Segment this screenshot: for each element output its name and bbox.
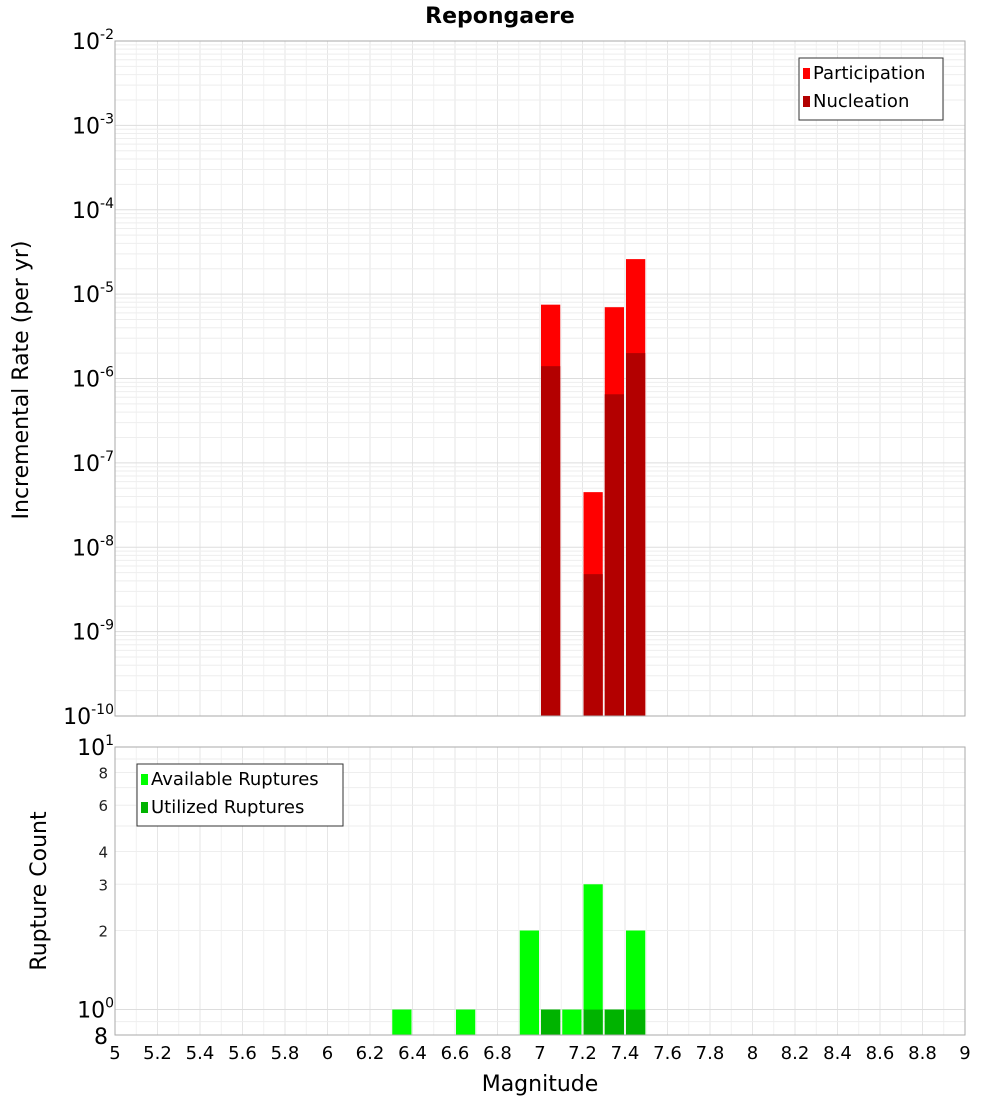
x-tick-label: 5.8 [271,1043,300,1064]
top-legend-box [798,57,944,121]
rate-b-bar [541,366,561,716]
count-b-bar [583,1009,603,1035]
count-a-bar [583,884,603,1035]
count-b-bar [604,1009,624,1035]
x-tick-label: 8.2 [781,1043,810,1064]
x-tick-label: 7.4 [611,1043,640,1064]
chart-title: Repongaere [425,4,575,29]
x-tick-label: 7.2 [568,1043,597,1064]
bottom-y-minor-tick-label: 8 [98,764,108,782]
bottom-y-axis-title: Rupture Count [27,811,52,971]
x-tick-label: 5.6 [228,1043,257,1064]
bottom-legend-swatch [141,774,148,785]
x-tick-label: 8.6 [866,1043,895,1064]
count-a-bar [626,930,646,1035]
x-tick-label: 5.2 [143,1043,172,1064]
x-tick-label: 7.6 [653,1043,682,1064]
count-b-bar [541,1009,561,1035]
count-a-bar [392,1009,412,1035]
x-tick-label: 5.4 [186,1043,215,1064]
bottom-plot-frame [114,746,966,1036]
x-tick-label: 6.6 [441,1043,470,1064]
bottom-y-tick-label: 101 [77,733,114,761]
x-tick-label: 9 [959,1043,970,1064]
bottom-legend-label: Available Ruptures [151,769,319,790]
bottom-legend-label: Utilized Ruptures [151,797,304,818]
bottom-y-minor-tick-label: 3 [98,876,108,894]
x-tick-label: 7.8 [696,1043,725,1064]
x-tick-label: 6 [322,1043,333,1064]
top-legend-swatch [803,68,810,79]
rate-b-bar [583,574,603,716]
top-y-tick-label: 10-2 [72,27,114,55]
top-y-tick-label: 10-8 [72,533,114,561]
top-plot-frame [114,40,966,717]
bottom-legend-swatch [141,802,148,813]
top-legend-label: Nucleation [813,91,909,112]
top-legend-label: Participation [813,63,925,84]
count-a-bar [519,930,539,1035]
count-a-bar [456,1009,476,1035]
x-tick-label: 5 [109,1043,120,1064]
bottom-y-minor-tick-label: 8 [94,1025,108,1050]
x-axis-title: Magnitude [482,1072,599,1097]
bottom-y-minor-tick-label: 4 [98,843,108,861]
x-tick-label: 8.8 [908,1043,937,1064]
top-legend-swatch [803,96,810,107]
top-y-tick-label: 10-10 [63,702,114,730]
x-tick-label: 6.2 [356,1043,385,1064]
x-tick-label: 7 [534,1043,545,1064]
top-y-tick-label: 10-7 [72,449,114,477]
x-tick-label: 6.4 [398,1043,427,1064]
bottom-y-minor-tick-label: 2 [98,923,108,941]
count-b-bar [626,1009,646,1035]
rate-b-bar [604,394,624,716]
top-y-tick-label: 10-3 [72,111,114,139]
rate-b-bar [626,353,646,716]
x-tick-label: 8.4 [823,1043,852,1064]
top-y-tick-label: 10-9 [72,618,114,646]
bottom-y-tick-label: 100 [77,996,114,1024]
top-y-tick-label: 10-5 [72,280,114,308]
x-tick-label: 8 [747,1043,758,1064]
count-a-bar [562,1009,582,1035]
top-y-axis-title: Incremental Rate (per yr) [9,241,34,520]
top-y-tick-label: 10-4 [72,196,114,224]
bottom-y-minor-tick-label: 6 [98,797,108,815]
bottom-legend-box [136,763,344,827]
x-tick-label: 6.8 [483,1043,512,1064]
top-y-tick-label: 10-6 [72,365,114,393]
